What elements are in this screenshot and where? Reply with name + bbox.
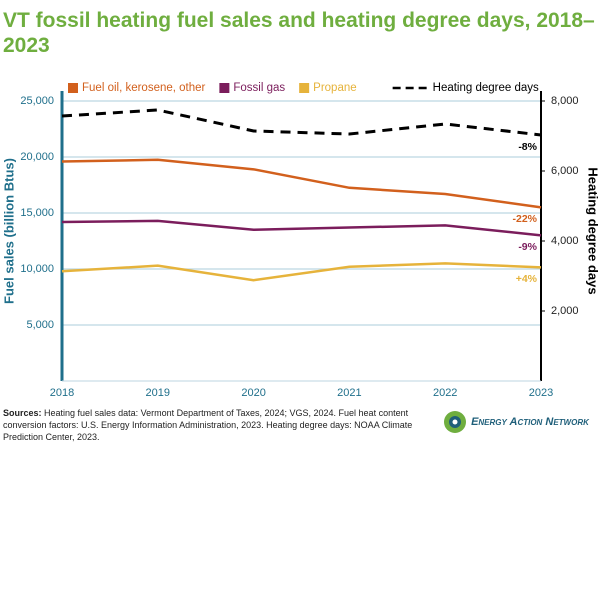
change-label: -22% bbox=[512, 213, 537, 225]
y-axis-label: Fuel sales (billion Btus) bbox=[1, 158, 16, 304]
legend-marker bbox=[299, 83, 310, 93]
logo-text: Energy Action Network bbox=[471, 415, 589, 428]
series-line bbox=[61, 219, 542, 237]
legend-label: Heating degree days bbox=[433, 82, 539, 94]
x-tick-label: 2018 bbox=[50, 387, 74, 399]
x-tick-label: 2023 bbox=[529, 387, 553, 399]
change-label: -9% bbox=[518, 241, 537, 253]
y2-tick-label: 4,000 bbox=[551, 235, 579, 247]
sources-label: Sources: bbox=[3, 408, 42, 418]
change-label: +4% bbox=[516, 273, 538, 285]
x-tick-label: 2022 bbox=[433, 387, 457, 399]
series-line bbox=[61, 262, 542, 282]
series-line bbox=[61, 158, 542, 209]
y-tick-label: 20,000 bbox=[20, 151, 54, 163]
y-tick-label: 10,000 bbox=[20, 263, 54, 275]
legend-marker bbox=[219, 83, 230, 93]
y-tick-label: 15,000 bbox=[20, 207, 54, 219]
chart-title: VT fossil heating fuel sales and heating… bbox=[3, 9, 595, 57]
y2-tick-label: 8,000 bbox=[551, 95, 579, 107]
series-line bbox=[61, 108, 542, 137]
legend-label: Fuel oil, kerosene, other bbox=[82, 82, 206, 94]
sources-text: Heating fuel sales data: Vermont Departm… bbox=[3, 408, 413, 442]
y-tick-label: 25,000 bbox=[20, 95, 54, 107]
sources: Sources: Heating fuel sales data: Vermon… bbox=[3, 407, 423, 443]
logo: Energy Action Network bbox=[442, 409, 589, 435]
y2-tick-label: 2,000 bbox=[551, 305, 579, 317]
change-label: -8% bbox=[518, 141, 537, 153]
x-tick-label: 2021 bbox=[337, 387, 361, 399]
x-tick-label: 2020 bbox=[241, 387, 265, 399]
y-tick-label: 5,000 bbox=[26, 319, 54, 331]
legend-label: Propane bbox=[313, 82, 356, 94]
logo-icon bbox=[444, 411, 466, 433]
legend-label: Fossil gas bbox=[233, 82, 285, 94]
x-tick-label: 2019 bbox=[146, 387, 170, 399]
y2-tick-label: 6,000 bbox=[551, 165, 579, 177]
legend-marker bbox=[68, 83, 78, 93]
y2-axis-label: Heating degree days bbox=[586, 167, 600, 294]
